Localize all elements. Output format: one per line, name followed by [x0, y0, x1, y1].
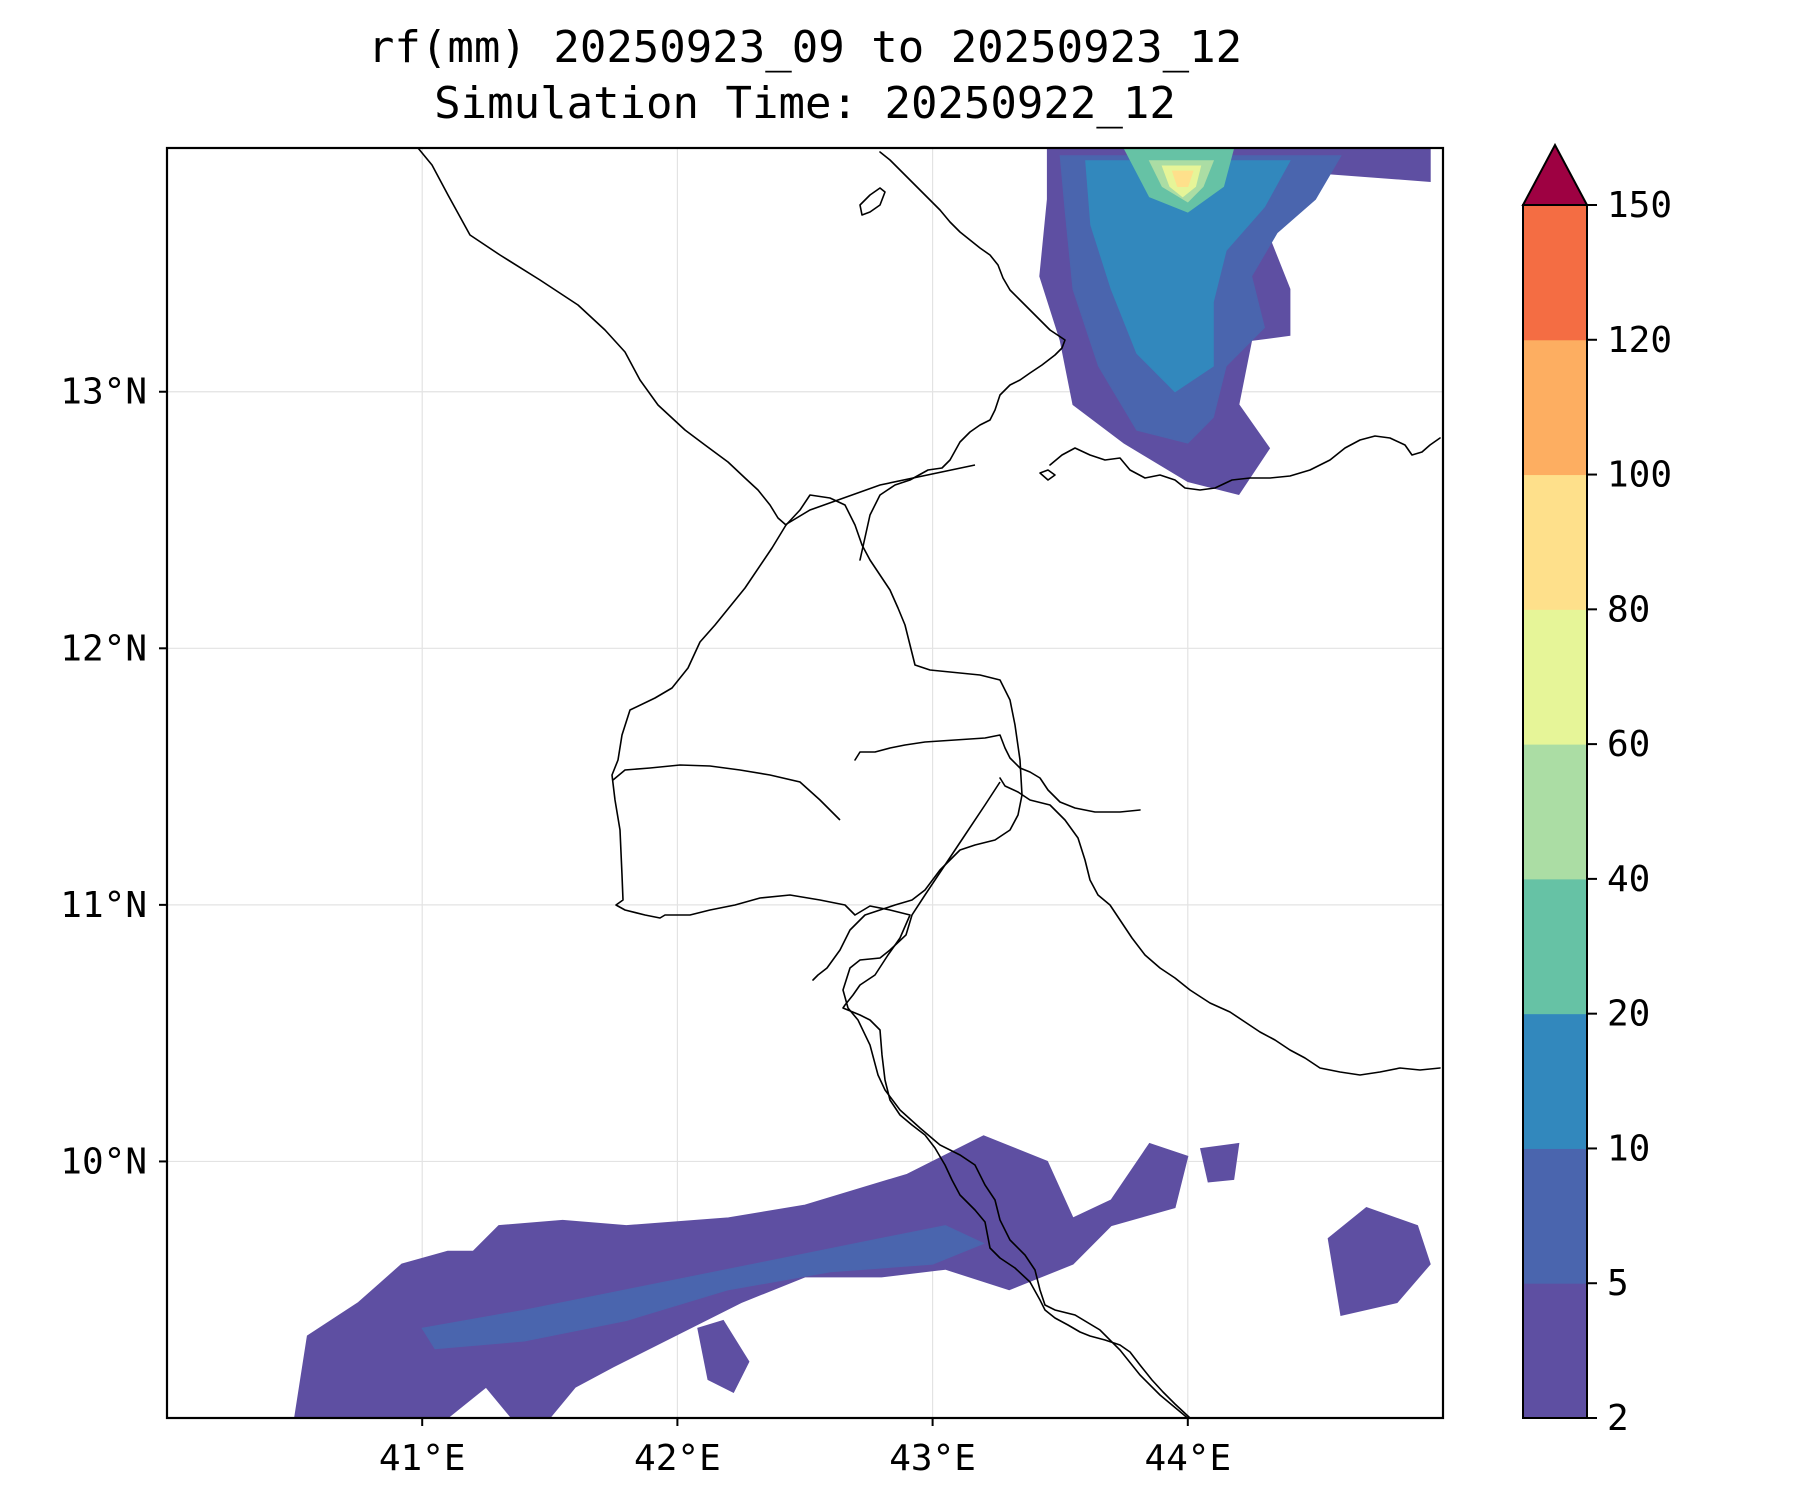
coastline-africa: [417, 148, 1191, 1418]
colorbar-label-2: 10: [1607, 1128, 1650, 1169]
longitude-axis: 41°E 42°E 43°E 44°E: [379, 1418, 1231, 1479]
colorbar-label-4: 40: [1607, 859, 1650, 900]
title: rf(mm) 20250923_09 to 20250923_12 Simula…: [368, 22, 1242, 129]
colorbar: 2 5 10 20 40 60 80 100 120 150: [1521, 142, 1672, 1439]
map-frame: [165, 146, 1445, 1420]
latitude-axis: 10°N 11°N 12°N 13°N: [60, 372, 167, 1182]
lat-tick-label-1: 11°N: [60, 885, 147, 926]
border-eritrea-ethiopia: [784, 464, 976, 526]
lon-tick-label-2: 43°E: [889, 1438, 976, 1479]
coastline-djibouti-bay: [854, 734, 1141, 813]
colorbar-segment-4: [1523, 744, 1587, 880]
colorbar-label-3: 20: [1607, 994, 1650, 1035]
precipitation-layer: [294, 148, 1431, 1418]
colorbar-segment-5: [1523, 609, 1587, 745]
coastline-somaliland: [999, 777, 1441, 1076]
colorbar-frame: [1522, 204, 1588, 1419]
coastline-horn-north: [859, 151, 1066, 561]
coastline-yemen: [1049, 435, 1441, 491]
precip-region-7: [1085, 160, 1291, 393]
colorbar-segment-6: [1523, 474, 1587, 610]
colorbar-label-9: 150: [1607, 185, 1672, 226]
precip-region-1: [1327, 1207, 1431, 1317]
colorbar-segment-7: [1523, 339, 1587, 476]
lon-tick-label-0: 41°E: [379, 1438, 466, 1479]
precip-region-2: [697, 1319, 750, 1393]
border-ethiopia-somaliland: [842, 781, 1189, 1418]
island-1: [859, 187, 886, 216]
colorbar-segment-8: [1523, 205, 1587, 341]
colorbar-extend-arrow: [1521, 142, 1589, 206]
coastlines-layer: [417, 148, 1441, 1418]
colorbar-segment-1: [1523, 1148, 1587, 1284]
lat-tick-label-2: 12°N: [60, 628, 147, 669]
border-djibouti-ethiopia: [612, 764, 841, 821]
borders-layer: [612, 464, 1189, 1418]
colorbar-label-7: 100: [1607, 455, 1672, 496]
lat-tick-label-3: 13°N: [60, 372, 147, 413]
precip-region-3: [1199, 1142, 1240, 1183]
colorbar-label-8: 120: [1607, 320, 1672, 361]
precip-region-4: [421, 1225, 985, 1350]
colorbar-segment-0: [1523, 1283, 1587, 1419]
map-panel: 41°E 42°E 43°E 44°E 10°N 11°N 12°N 13°N: [60, 146, 1445, 1479]
colorbar-label-6: 80: [1607, 589, 1650, 630]
island-2: [1039, 469, 1056, 481]
lon-tick-label-3: 44°E: [1144, 1438, 1231, 1479]
colorbar-segment-3: [1523, 878, 1587, 1015]
colorbar-segment-2: [1523, 1013, 1587, 1149]
colorbar-label-0: 2: [1607, 1398, 1629, 1439]
title-line-2: Simulation Time: 20250922_12: [434, 78, 1176, 129]
title-line-1: rf(mm) 20250923_09 to 20250923_12: [368, 22, 1242, 73]
colorbar-label-5: 60: [1607, 724, 1650, 765]
lon-tick-label-1: 42°E: [634, 1438, 721, 1479]
lat-tick-label-0: 10°N: [60, 1141, 147, 1182]
colorbar-label-1: 5: [1607, 1263, 1629, 1304]
precip-region-11: [1171, 170, 1194, 187]
